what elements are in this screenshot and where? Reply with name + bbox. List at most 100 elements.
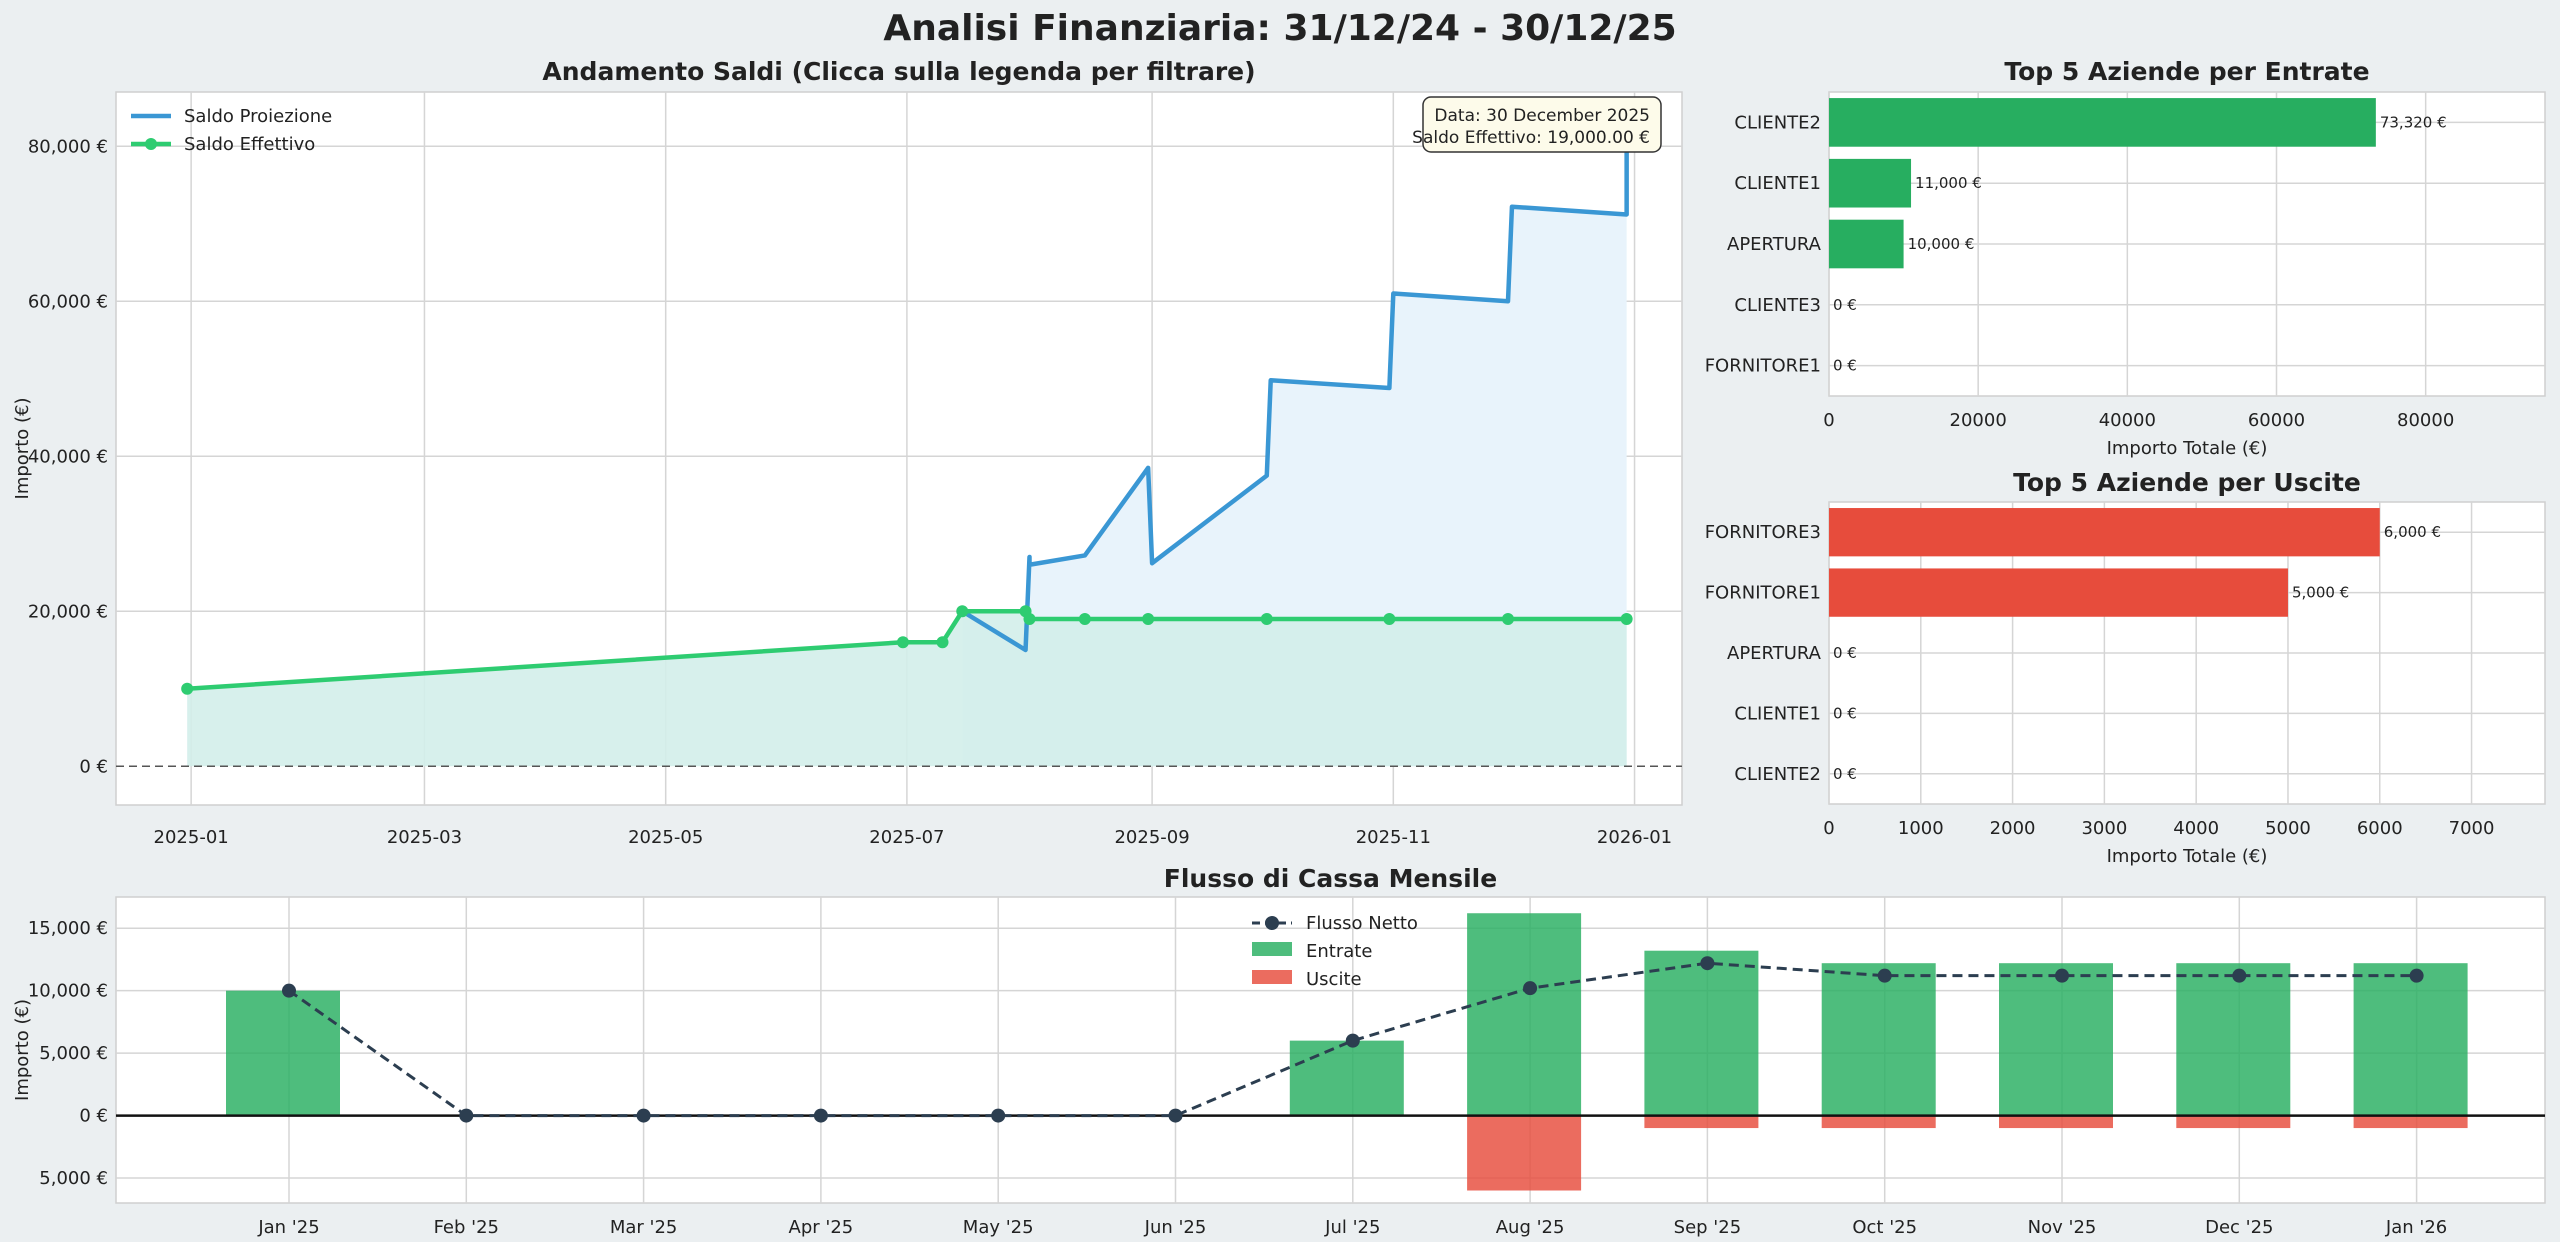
cashflow-expense-bar bbox=[1644, 1115, 1759, 1129]
legend-swatch bbox=[1252, 942, 1292, 956]
legend-marker bbox=[1265, 916, 1279, 930]
cashflow-y-axis-label: Importo (€) bbox=[12, 999, 33, 1101]
balance-area-effective bbox=[187, 611, 1627, 767]
cashflow-income-bar bbox=[2176, 963, 2291, 1116]
cashflow-x-tick-label: Dec '25 bbox=[2205, 1217, 2273, 1238]
cashflow-y-tick-label: 0 € bbox=[79, 1106, 108, 1127]
top-income-bar bbox=[1829, 158, 1912, 208]
cashflow-x-tick-label: May '25 bbox=[963, 1217, 1034, 1238]
top-expense-category-label: FORNITORE3 bbox=[1705, 522, 1821, 543]
top-expense-category-label: APERTURA bbox=[1727, 643, 1822, 664]
top-income-category-label: CLIENTE3 bbox=[1734, 295, 1821, 316]
balance-effective-point bbox=[181, 682, 194, 695]
top-expense-category-label: FORNITORE1 bbox=[1705, 583, 1821, 604]
legend-entry-label[interactable]: Uscite bbox=[1306, 969, 1362, 990]
annotation-value: Saldo Effettivo: 19,000.00 € bbox=[1412, 128, 1650, 148]
balance-chart: Andamento Saldi (Clicca sulla legenda pe… bbox=[12, 57, 1683, 848]
cashflow-x-tick-label: Jan '25 bbox=[257, 1217, 319, 1238]
balance-x-tick-label: 2025-07 bbox=[869, 827, 944, 848]
top-expense-category-label: CLIENTE2 bbox=[1734, 764, 1821, 785]
legend-marker bbox=[145, 138, 157, 150]
top-income-value-label: 73,320 € bbox=[2380, 113, 2447, 131]
balance-effective-point bbox=[1502, 613, 1514, 625]
top-expense-value-label: 0 € bbox=[1833, 765, 1857, 783]
top-income-value-label: 11,000 € bbox=[1915, 174, 1982, 192]
top-expense-value-label: 6,000 € bbox=[2384, 523, 2441, 541]
cashflow-income-bar bbox=[1289, 1040, 1404, 1116]
top-income-title: Top 5 Aziende per Entrate bbox=[2004, 57, 2369, 86]
top-income-x-tick-label: 80000 bbox=[2397, 410, 2454, 431]
cashflow-net-point bbox=[1877, 968, 1892, 983]
balance-effective-point bbox=[1260, 613, 1273, 625]
balance-effective-point bbox=[956, 605, 969, 618]
balance-legend[interactable]: Saldo Proiezione Saldo Effettivo bbox=[131, 106, 332, 155]
top-expense-value-label: 5,000 € bbox=[2292, 584, 2349, 602]
balance-effective-point bbox=[1023, 613, 1036, 625]
cashflow-expense-bar bbox=[2353, 1115, 2468, 1129]
balance-series-line-effective bbox=[187, 609, 1627, 691]
cashflow-income-bar bbox=[1821, 963, 1936, 1116]
balance-x-tick-label: 2025-03 bbox=[387, 827, 462, 848]
balance-x-tick-label: 2025-05 bbox=[628, 827, 703, 848]
top-expense-x-tick-label: 3000 bbox=[2081, 818, 2127, 839]
top-income-bar bbox=[1829, 98, 2376, 147]
cashflow-x-tick-label: Jan '26 bbox=[2385, 1217, 2447, 1238]
top-expense-x-tick-label: 5000 bbox=[2265, 818, 2311, 839]
cashflow-net-point bbox=[282, 983, 296, 998]
cashflow-x-tick-label: Apr '25 bbox=[789, 1217, 854, 1238]
cashflow-x-tick-label: Mar '25 bbox=[610, 1217, 678, 1238]
annotation-box bbox=[1422, 96, 1662, 153]
balance-x-tick-label: 2026-01 bbox=[1597, 827, 1672, 848]
top-income-x-tick-label: 0 bbox=[1823, 410, 1834, 431]
top-income-chart: Top 5 Aziende per Entrate 0 20000 40000 6000… bbox=[1705, 57, 2546, 459]
balance-x-tick-label: 2025-09 bbox=[1114, 827, 1189, 848]
balance-series-line-projection bbox=[961, 123, 1629, 653]
top-income-value-label: 10,000 € bbox=[1908, 235, 1975, 253]
balance-chart-title: Andamento Saldi (Clicca sulla legenda pe… bbox=[542, 57, 1255, 86]
cashflow-net-point bbox=[2232, 968, 2247, 983]
balance-effective-point bbox=[896, 636, 909, 649]
top-expense-chart: Top 5 Aziende per Uscite 0 1000 2000 3000 400… bbox=[1705, 468, 2546, 867]
top-expense-x-tick-label: 7000 bbox=[2449, 818, 2495, 839]
legend-entry-label[interactable]: Entrate bbox=[1306, 941, 1372, 962]
top-income-category-label: CLIENTE2 bbox=[1734, 112, 1821, 133]
cashflow-x-tick-label: Aug '25 bbox=[1496, 1217, 1565, 1238]
cashflow-y-tick-label: 5,000 € bbox=[39, 1043, 108, 1064]
balance-y-axis-label: Importo (€) bbox=[12, 398, 33, 500]
legend-entry-label[interactable]: Saldo Effettivo bbox=[184, 134, 315, 155]
top-income-bar bbox=[1829, 219, 1904, 269]
top-income-x-tick-label: 20000 bbox=[1950, 410, 2007, 431]
top-income-category-label: APERTURA bbox=[1727, 234, 1822, 255]
cashflow-title: Flusso di Cassa Mensile bbox=[1164, 864, 1497, 893]
cashflow-income-bar bbox=[1999, 963, 2113, 1116]
top-expense-category-label: CLIENTE1 bbox=[1734, 703, 1821, 724]
cashflow-y-tick-label: 10,000 € bbox=[28, 981, 108, 1002]
cashflow-x-tick-label: Feb '25 bbox=[434, 1217, 499, 1238]
balance-effective-point bbox=[936, 636, 949, 649]
cashflow-x-tick-label: Jun '25 bbox=[1144, 1217, 1207, 1238]
cashflow-net-point bbox=[991, 1108, 1006, 1123]
annotation-date: Data: 30 December 2025 bbox=[1434, 106, 1650, 126]
cashflow-income-bar bbox=[1644, 950, 1759, 1116]
cashflow-net-point bbox=[636, 1108, 651, 1123]
balance-y-tick-label: 40,000 € bbox=[28, 446, 108, 467]
top-expense-bar bbox=[1829, 508, 2380, 557]
legend-entry-label[interactable]: Flusso Netto bbox=[1306, 913, 1418, 934]
cashflow-y-tick-label: 5,000 € bbox=[39, 1168, 108, 1189]
cashflow-chart: Flusso di Cassa Mensile 5,000 € 0 € 5,000 €… bbox=[12, 864, 2546, 1238]
top-expense-x-tick-label: 1000 bbox=[1898, 818, 1944, 839]
cashflow-legend[interactable]: Flusso Netto Entrate Uscite bbox=[1252, 913, 1418, 990]
cashflow-net-point bbox=[1168, 1108, 1183, 1123]
legend-entry-label[interactable]: Saldo Proiezione bbox=[184, 106, 332, 127]
cashflow-expense-bar bbox=[2176, 1115, 2291, 1129]
cashflow-x-tick-label: Jul '25 bbox=[1324, 1217, 1380, 1238]
balance-y-tick-label: 80,000 € bbox=[28, 136, 108, 157]
top-income-x-axis-label: Importo Totale (€) bbox=[2107, 438, 2268, 459]
top-income-category-label: FORNITORE1 bbox=[1705, 356, 1821, 377]
cashflow-expense-bar bbox=[1467, 1115, 1582, 1191]
cashflow-net-point bbox=[459, 1108, 474, 1123]
balance-x-tick-label: 2025-01 bbox=[154, 827, 229, 848]
top-expense-bar bbox=[1829, 568, 2288, 617]
